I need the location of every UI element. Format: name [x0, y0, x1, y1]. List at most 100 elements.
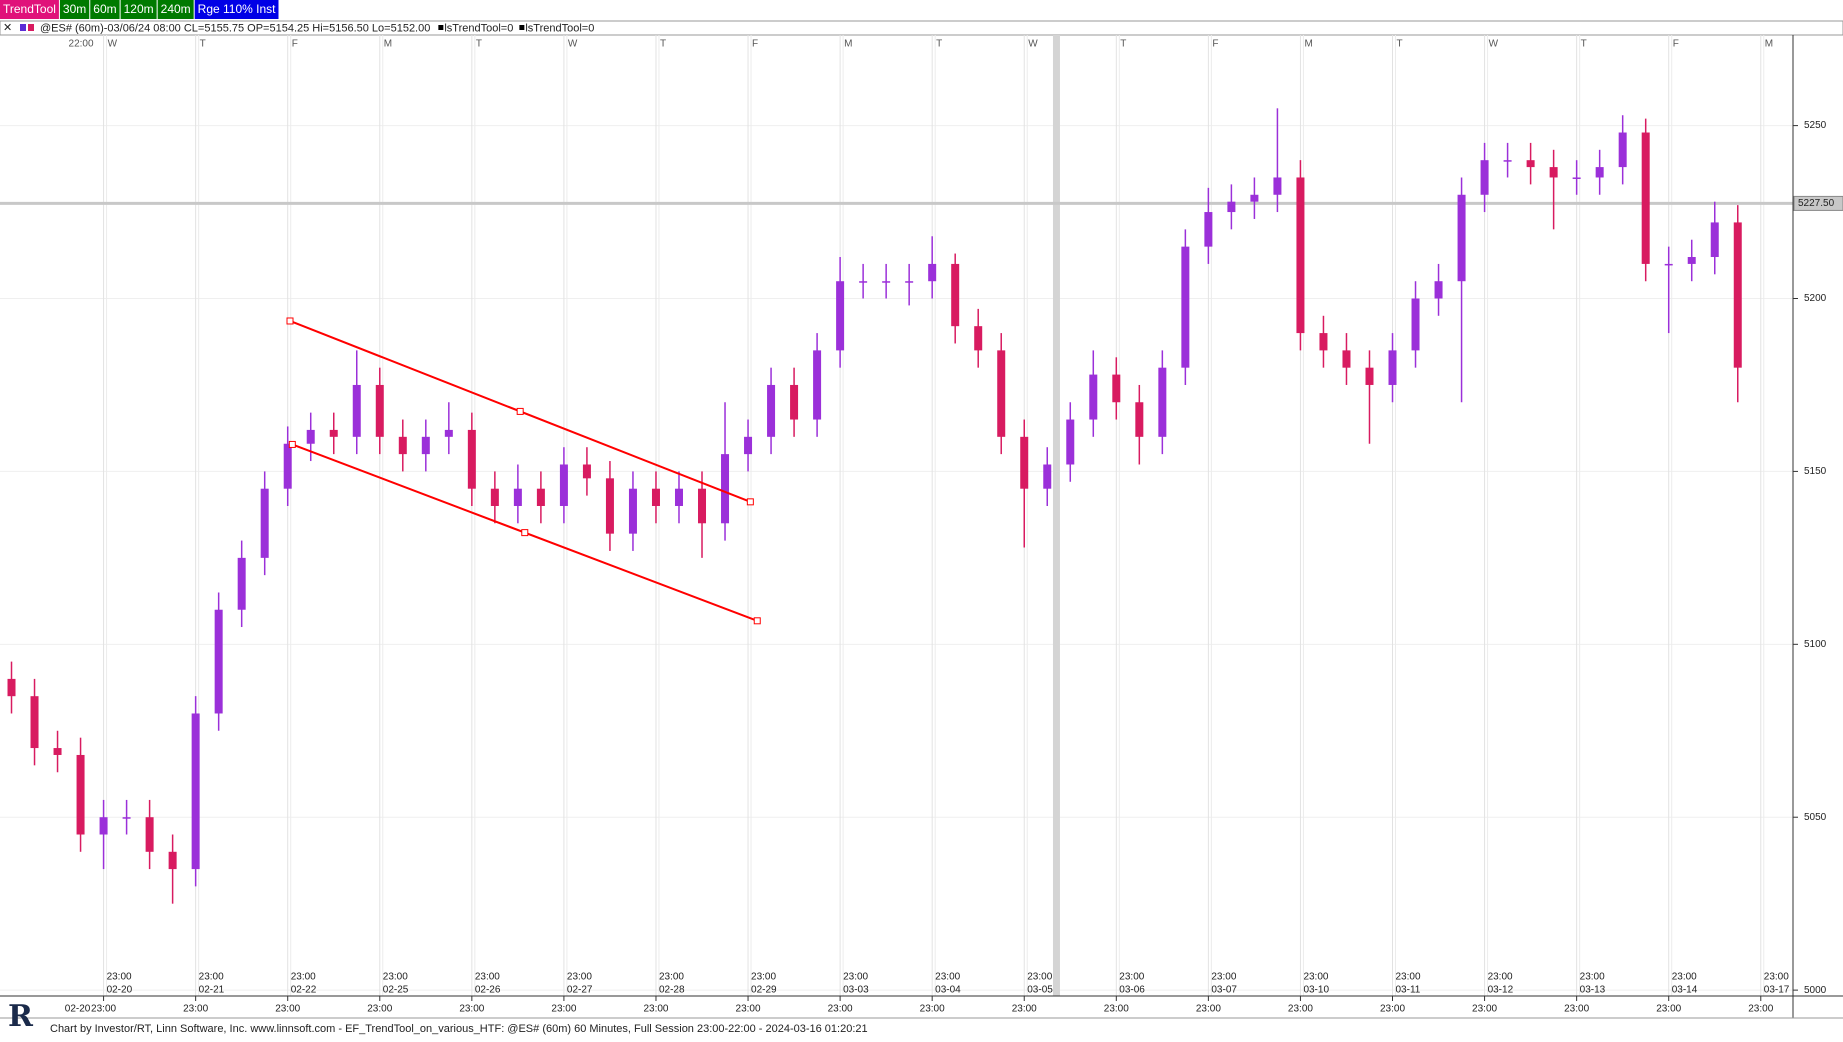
logo-letter: R [8, 999, 34, 1034]
candle-body [744, 436, 753, 455]
candle-body [651, 488, 660, 506]
candle-body [905, 281, 914, 283]
x-tick-label: 02-25 [383, 985, 409, 996]
weekday-label: W [568, 39, 578, 50]
bottom-axis-label: 23:00 [920, 1004, 945, 1015]
candle-body [1503, 160, 1512, 162]
x-tick-time: 23:00 [383, 972, 408, 983]
toolbar-button[interactable] [59, 0, 90, 19]
weekday-label: T [936, 39, 942, 50]
candle-body [375, 384, 384, 437]
x-tick-label: 03-13 [1580, 985, 1606, 996]
candle-body [99, 817, 108, 835]
x-tick-time: 23:00 [567, 972, 592, 983]
candle-body [237, 557, 246, 610]
candle-body [767, 384, 776, 437]
candle-body [1618, 132, 1627, 168]
weekday-label: T [200, 39, 206, 50]
candle-body [421, 436, 430, 455]
x-tick-label: 02-29 [751, 985, 777, 996]
candle-body [1549, 167, 1558, 178]
candle-body [1526, 160, 1535, 168]
x-tick-time: 23:00 [659, 972, 684, 983]
weekday-label: F [1673, 39, 1679, 50]
bottom-axis-label: 23:00 [183, 1004, 208, 1015]
toolbar-button[interactable] [90, 0, 120, 19]
candle-body [168, 851, 177, 870]
x-tick-label: 02-27 [567, 985, 593, 996]
toolbar-button[interactable] [194, 0, 279, 19]
trend-line-handle[interactable] [286, 317, 294, 325]
candle-body [536, 488, 545, 506]
bottom-axis-label: 23:00 [1104, 1004, 1129, 1015]
toolbar-button[interactable] [157, 0, 194, 19]
bottom-axis-label: 23:00 [367, 1004, 392, 1015]
candle-body [582, 464, 591, 479]
candle-body [1687, 257, 1696, 264]
candle-body [1365, 367, 1374, 385]
candle-body [1733, 222, 1742, 368]
trend-line-handle[interactable] [516, 407, 524, 415]
bottom-axis-label: 23:00 [828, 1004, 853, 1015]
toolbar-label: 120m [124, 2, 154, 16]
bottom-axis-label: 23:00 [1288, 1004, 1313, 1015]
x-tick-time: 23:00 [1027, 972, 1052, 983]
top-start-time: 22:00 [69, 39, 94, 50]
legend-square [28, 24, 34, 31]
weekday-label: W [108, 39, 118, 50]
indicator-square [438, 25, 444, 30]
toolbar-label: 60m [93, 2, 116, 16]
candle-body [1480, 160, 1489, 195]
bottom-axis-label: 23:00 [91, 1004, 116, 1015]
info-indicator: lsTrendTool=0 [444, 22, 513, 34]
candle-body [1158, 367, 1167, 437]
candle-body [490, 488, 499, 506]
toolbar-label: Rge 110% Inst [198, 2, 276, 16]
candle-body [1710, 222, 1719, 258]
x-tick-label: 03-03 [843, 985, 869, 996]
indicator-square [519, 25, 525, 30]
x-tick-time: 23:00 [199, 972, 224, 983]
candle-body [974, 326, 983, 351]
weekday-label: T [1120, 39, 1126, 50]
x-tick-label: 03-07 [1211, 985, 1237, 996]
trend-line-handle[interactable] [746, 498, 754, 506]
trend-line-handle[interactable] [753, 617, 761, 625]
bottom-axis-label: 23:00 [1656, 1004, 1681, 1015]
session-highlight [1052, 35, 1060, 996]
x-tick-time: 23:00 [1303, 972, 1328, 983]
x-tick-time: 23:00 [751, 972, 776, 983]
candle-body [30, 696, 39, 749]
candle-body [1112, 374, 1121, 403]
toolbar-button[interactable] [0, 0, 59, 19]
weekday-label: T [476, 39, 482, 50]
candle-body [398, 436, 407, 455]
trend-line-handle[interactable] [521, 529, 529, 537]
candle-body [1342, 350, 1351, 368]
x-tick-label: 02-21 [199, 985, 225, 996]
x-tick-time: 23:00 [475, 972, 500, 983]
candle-body [1388, 350, 1397, 385]
toolbar-label: 240m [161, 2, 191, 16]
weekday-label: F [292, 39, 298, 50]
weekday-label: M [1304, 39, 1312, 50]
weekday-label: T [1397, 39, 1403, 50]
candle-body [836, 281, 845, 351]
candle-body [813, 350, 822, 420]
x-tick-time: 23:00 [1580, 972, 1605, 983]
x-tick-time: 23:00 [1119, 972, 1144, 983]
bottom-axis-label: 23:00 [1472, 1004, 1497, 1015]
trend-line-handle[interactable] [288, 440, 296, 448]
toolbar-label: TrendTool [3, 2, 56, 16]
candle-body [1020, 436, 1029, 489]
close-icon[interactable]: ✕ [3, 22, 12, 34]
candle-body [513, 488, 522, 506]
y-tick-label: 5200 [1804, 293, 1827, 304]
toolbar-button[interactable] [120, 0, 157, 19]
candle-body [1273, 177, 1282, 195]
x-tick-label: 03-06 [1119, 985, 1145, 996]
candle-body [214, 609, 223, 714]
